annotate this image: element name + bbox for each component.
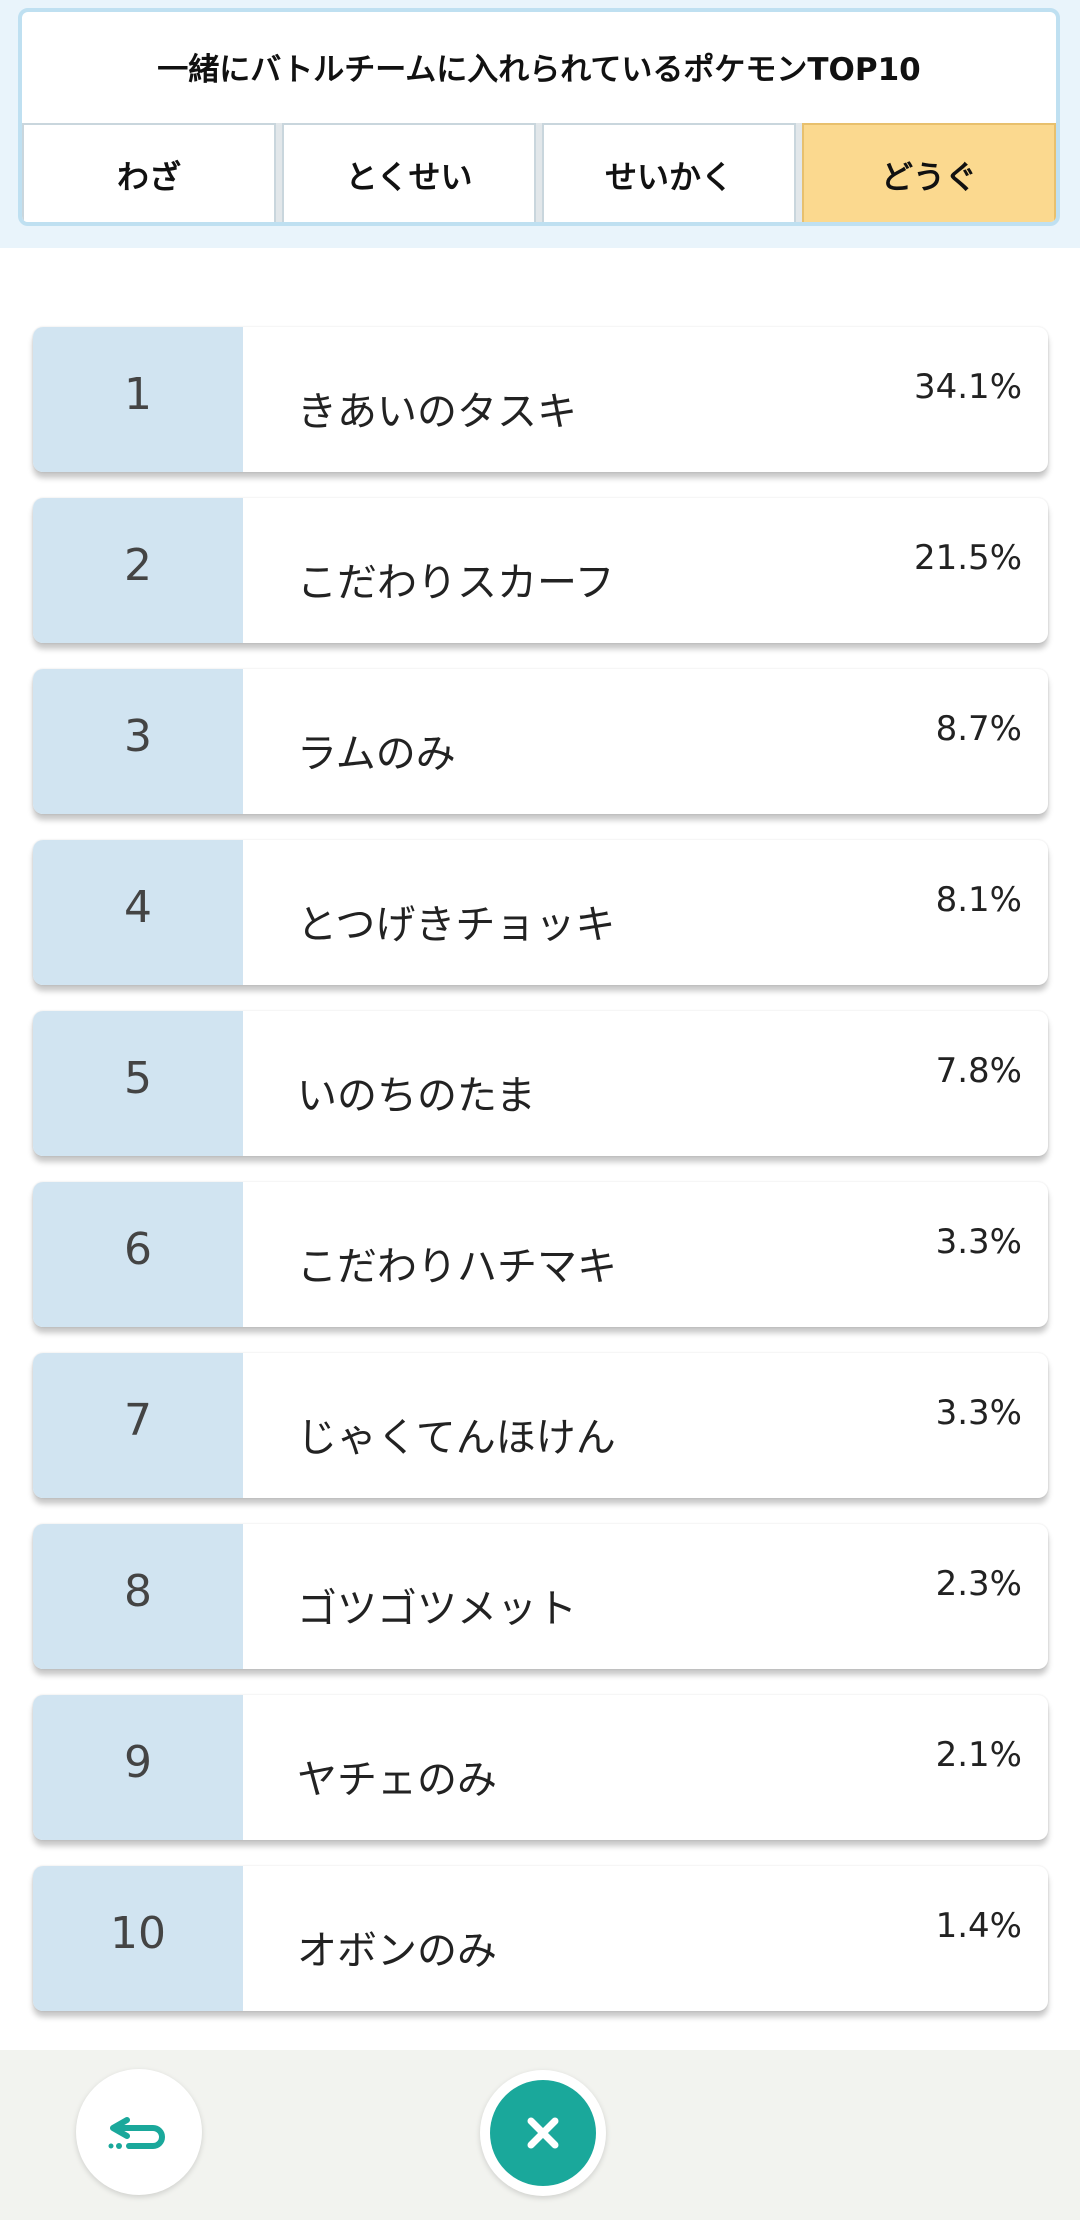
tab-abilities[interactable]: とくせい — [282, 123, 536, 222]
item-name: こだわりスカーフ — [297, 560, 615, 606]
usage-percent: 8.7% — [935, 709, 1022, 749]
tab-natures[interactable]: せいかく — [542, 123, 796, 222]
item-name: きあいのタスキ — [297, 389, 577, 435]
back-arrow-icon — [108, 2117, 165, 2149]
ranking-row: 7 じゃくてんほけん 3.3% — [33, 1353, 1048, 1498]
rank-number: 10 — [33, 1866, 243, 2011]
header: 一緒にバトルチームに入れられているポケモンTOP10 わざ とくせい せいかく … — [0, 0, 1080, 248]
usage-percent: 2.3% — [935, 1564, 1022, 1604]
item-name: とつげきチョッキ — [297, 902, 616, 948]
rank-number: 1 — [33, 327, 243, 472]
ranking-row: 5 いのちのたま 7.8% — [33, 1011, 1048, 1156]
page-title: 一緒にバトルチームに入れられているポケモンTOP10 — [157, 51, 921, 88]
tab-items[interactable]: どうぐ — [802, 123, 1056, 222]
rank-number: 9 — [33, 1695, 243, 1840]
ranking-row: 8 ゴツゴツメット 2.3% — [33, 1524, 1048, 1669]
rank-number: 3 — [33, 669, 243, 814]
usage-percent: 1.4% — [935, 1906, 1022, 1946]
tab-bar: わざ とくせい せいかく どうぐ — [22, 123, 1056, 222]
close-icon — [527, 2117, 559, 2149]
item-name: こだわりハチマキ — [297, 1244, 617, 1290]
ranking-row: 2 こだわりスカーフ 21.5% — [33, 498, 1048, 643]
tab-moves[interactable]: わざ — [22, 123, 276, 222]
rank-number: 6 — [33, 1182, 243, 1327]
item-name: じゃくてんほけん — [297, 1415, 616, 1461]
item-name: ゴツゴツメット — [297, 1586, 577, 1632]
usage-percent: 3.3% — [935, 1222, 1022, 1262]
ranking-row: 4 とつげきチョッキ 8.1% — [33, 840, 1048, 985]
ranking-list: 1 きあいのタスキ 34.1% 2 こだわりスカーフ 21.5% 3 ラムのみ … — [33, 327, 1048, 2037]
rank-number: 8 — [33, 1524, 243, 1669]
item-name: いのちのたま — [297, 1073, 536, 1119]
item-name: ラムのみ — [297, 731, 456, 777]
rank-number: 4 — [33, 840, 243, 985]
usage-percent: 21.5% — [913, 538, 1022, 578]
ranking-row: 3 ラムのみ 8.7% — [33, 669, 1048, 814]
usage-percent: 34.1% — [913, 367, 1022, 407]
ranking-row: 10 オボンのみ 1.4% — [33, 1866, 1048, 2011]
rank-number: 7 — [33, 1353, 243, 1498]
usage-percent: 2.1% — [935, 1735, 1022, 1775]
item-name: ヤチェのみ — [297, 1757, 497, 1803]
usage-percent: 8.1% — [935, 880, 1022, 920]
back-button[interactable] — [76, 2069, 202, 2195]
rank-number: 2 — [33, 498, 243, 643]
close-button[interactable] — [480, 2070, 606, 2196]
close-button-fill — [490, 2080, 596, 2186]
header-card: 一緒にバトルチームに入れられているポケモンTOP10 わざ とくせい せいかく … — [18, 8, 1060, 226]
item-name: オボンのみ — [297, 1928, 497, 1974]
ranking-row: 9 ヤチェのみ 2.1% — [33, 1695, 1048, 1840]
ranking-row: 1 きあいのタスキ 34.1% — [33, 327, 1048, 472]
usage-percent: 7.8% — [935, 1051, 1022, 1091]
rank-number: 5 — [33, 1011, 243, 1156]
usage-percent: 3.3% — [935, 1393, 1022, 1433]
ranking-row: 6 こだわりハチマキ 3.3% — [33, 1182, 1048, 1327]
